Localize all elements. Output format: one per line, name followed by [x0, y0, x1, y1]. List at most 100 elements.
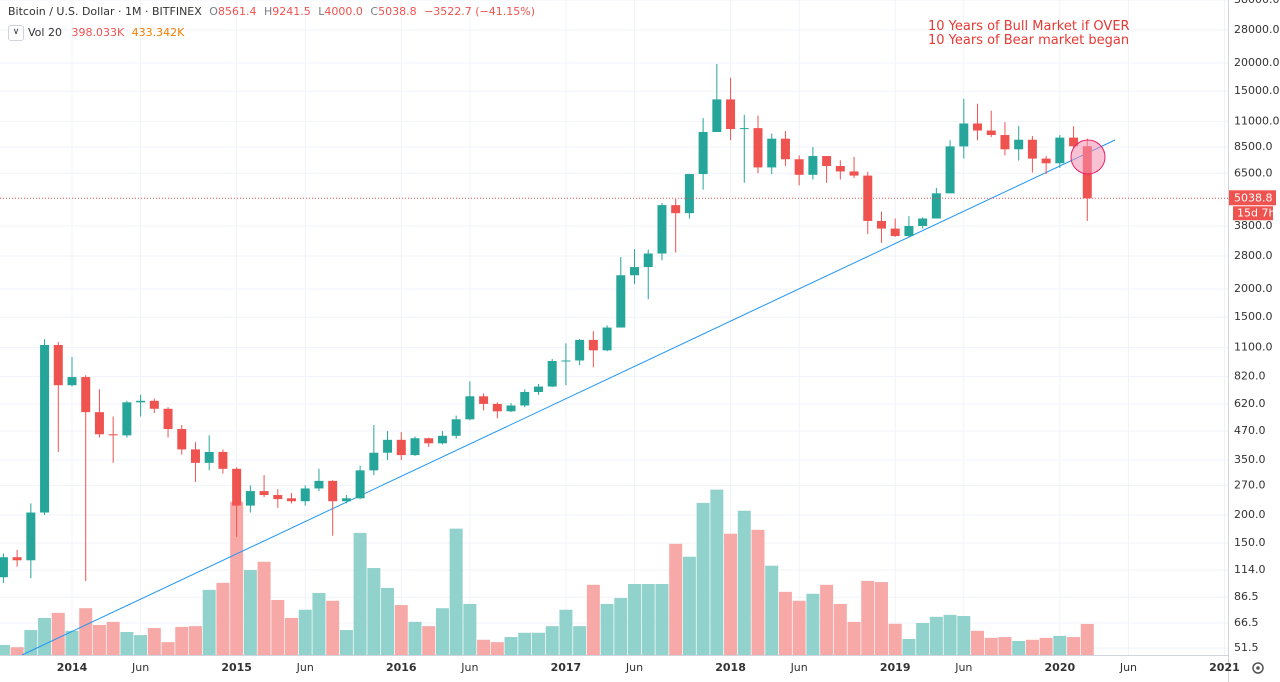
volume-bar	[984, 637, 998, 655]
x-tick-label: 2014	[57, 661, 88, 674]
candle-body	[0, 557, 8, 578]
candle-body	[973, 123, 983, 131]
annotation: 10 Years of Bear market began	[928, 33, 1130, 48]
volume-bar	[628, 584, 642, 655]
volume-layer	[0, 489, 1094, 655]
candle-body	[300, 488, 310, 502]
volume-bar	[230, 501, 244, 655]
gear[interactable]	[1252, 662, 1264, 674]
volume-bar	[134, 635, 148, 655]
volume-bar	[147, 628, 161, 655]
open-value: 8561.4	[217, 5, 257, 18]
x-tick-label: Jun	[460, 661, 478, 674]
symbol: Bitcoin / U.S. Dollar · 1M · BITFINEX	[8, 5, 202, 18]
volume-bar	[861, 580, 875, 655]
y-tick-label: 2000.0	[1234, 282, 1273, 295]
candle-layer	[0, 63, 1092, 583]
x-tick-label: 2015	[221, 661, 252, 674]
candle-body	[520, 391, 530, 406]
y-tick-label: 11000.0	[1234, 115, 1280, 128]
x-tick-label: 2020	[1045, 661, 1076, 674]
volume-bar	[971, 630, 985, 655]
candle-body	[931, 193, 941, 219]
candle-body	[575, 339, 585, 361]
y-tick-label: 8500.0	[1234, 140, 1273, 153]
volume-bar	[422, 626, 436, 655]
volume-name: Vol 20	[28, 26, 62, 39]
candle-body	[739, 128, 749, 130]
candle-body	[122, 402, 132, 436]
x-tick-label: Jun	[1119, 661, 1137, 674]
volume-bar	[1025, 639, 1039, 655]
volume-bar	[1039, 637, 1053, 655]
gear-hub[interactable]	[1256, 666, 1260, 670]
volume-bar	[435, 608, 449, 655]
x-tick-label: Jun	[790, 661, 808, 674]
candle-body	[959, 123, 969, 147]
x-tick-label: 2021	[1209, 661, 1240, 674]
volume-bar	[381, 587, 395, 655]
candle-body	[726, 99, 736, 130]
volume-bar	[847, 621, 861, 655]
volume-header: ∨ Vol 20 398.033K 433.342K	[8, 25, 184, 41]
candle-body	[1055, 137, 1065, 164]
volume-bar	[792, 600, 806, 655]
y-tick-label: 66.5	[1234, 616, 1259, 629]
candle-body	[753, 128, 763, 168]
volume-bar	[1080, 623, 1094, 655]
volume-bar	[586, 584, 600, 655]
volume-bar	[1067, 637, 1081, 655]
candle-body	[341, 498, 351, 502]
candle-body	[1014, 139, 1024, 150]
candle-body	[437, 435, 447, 444]
x-tick-label: Jun	[625, 661, 643, 674]
volume-bar	[1012, 640, 1026, 655]
volume-bar	[175, 626, 189, 655]
collapse-button[interactable]: ∨	[8, 25, 24, 41]
candle-body	[259, 491, 269, 496]
y-tick-label: 820.0	[1234, 369, 1266, 382]
candle-body	[53, 344, 63, 386]
y-tick-label: 3800.0	[1234, 219, 1273, 232]
volume-bar	[216, 582, 230, 655]
volume-bar	[408, 621, 422, 655]
low-key: L	[318, 5, 325, 18]
volume-bar	[463, 603, 477, 655]
candle-body	[794, 159, 804, 175]
candle-body	[918, 218, 928, 226]
candle-body	[232, 468, 242, 506]
candle-body	[465, 396, 475, 420]
candle-body	[94, 412, 104, 435]
candle-body	[12, 557, 22, 561]
candle-body	[986, 130, 996, 136]
y-tick-label: 28000.0	[1234, 23, 1280, 36]
volume-bar	[600, 603, 614, 655]
volume-bar	[120, 631, 134, 655]
volume-bar	[65, 630, 79, 655]
x-tick-label: 2016	[386, 661, 417, 674]
candle-body	[273, 495, 283, 500]
candle-body	[369, 452, 379, 471]
volume-bar	[326, 600, 340, 655]
candle-body	[643, 253, 653, 268]
volume-bar	[10, 647, 24, 655]
candle-body	[163, 408, 173, 430]
last-price-box	[1229, 190, 1276, 206]
volume-bar	[710, 489, 724, 655]
close-key: C	[370, 5, 379, 18]
volume-bar	[696, 502, 710, 655]
volume-bar	[737, 510, 751, 655]
volume-bar	[614, 598, 628, 655]
volume-bar	[449, 528, 463, 655]
settings-icon[interactable]	[1252, 662, 1264, 674]
volume-bar	[0, 645, 10, 655]
volume-bar	[724, 533, 738, 655]
volume-bar	[394, 605, 408, 655]
candle-body	[835, 166, 845, 172]
candle-body	[588, 339, 598, 351]
candle-body	[81, 377, 91, 413]
x-tick-label: Jun	[954, 661, 972, 674]
volume-bar	[518, 632, 532, 655]
x-tick-label: Jun	[131, 661, 149, 674]
